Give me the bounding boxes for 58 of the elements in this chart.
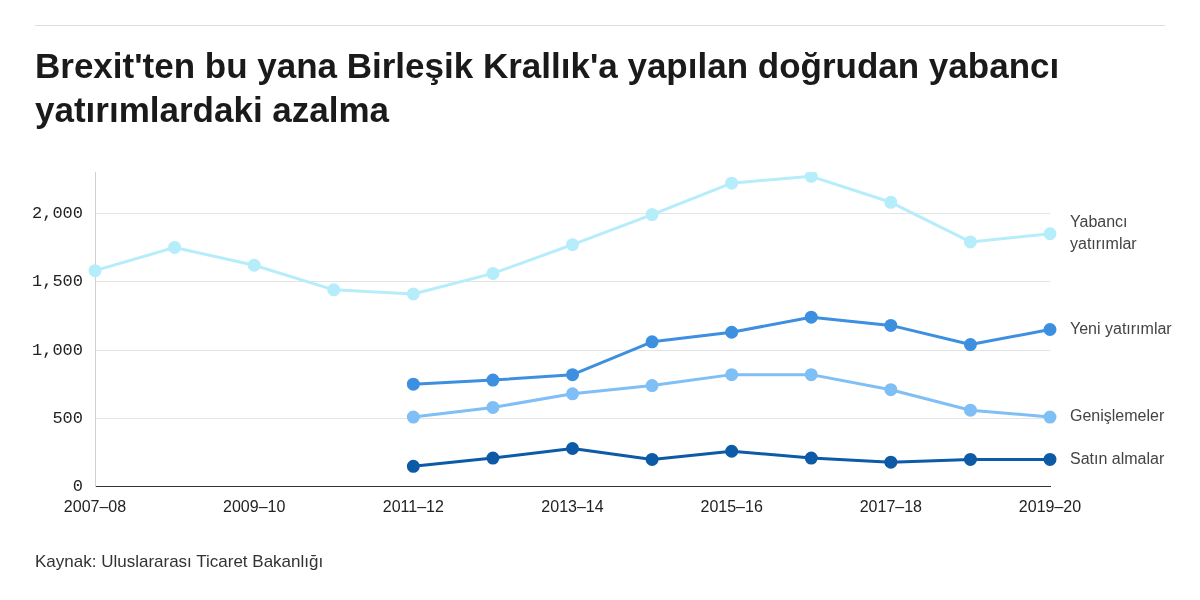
point (486, 266, 500, 280)
point (884, 195, 898, 209)
x-tick-label: 2009–10 (223, 497, 286, 515)
point (645, 379, 659, 393)
point (486, 451, 500, 465)
point (963, 338, 977, 352)
series-label: Yabancı yatırımlar (1070, 213, 1138, 253)
point (963, 235, 977, 249)
point (486, 400, 500, 414)
point (804, 310, 818, 324)
y-tick-label: 0 (72, 477, 84, 497)
point (645, 335, 659, 349)
y-tick-label: 2,000 (31, 203, 84, 223)
series-label: Genişlemeler (1070, 407, 1165, 425)
point (645, 452, 659, 466)
point (168, 240, 182, 254)
point (645, 208, 659, 222)
point (327, 283, 341, 297)
chart-title: Brexit'ten bu yana Birleşik Krallık'a yapılan doğrudan yabancı yatırımlardaki azalma (35, 45, 1061, 131)
point (566, 238, 579, 252)
point (406, 377, 420, 391)
y-tick-label: 1,500 (31, 272, 84, 292)
series-label: Yeni yatırımlar (1070, 319, 1173, 337)
x-tick-label: 2011–12 (382, 497, 444, 515)
x-tick-label: 2015–16 (700, 497, 763, 515)
point (804, 368, 818, 382)
point (1043, 452, 1057, 466)
y-tick-label: 1,000 (31, 340, 84, 360)
point (963, 403, 977, 417)
point (884, 455, 898, 469)
text: Kaynak: Uluslararası Ticaret Bakanlığı (35, 552, 324, 572)
point (725, 368, 739, 382)
x-tick-label: 2013–14 (541, 497, 604, 515)
point (566, 442, 579, 455)
point (725, 444, 739, 458)
point (406, 410, 420, 424)
point (88, 264, 102, 278)
point (963, 452, 977, 466)
point (566, 387, 579, 401)
point (1043, 410, 1057, 424)
point (566, 368, 579, 382)
point (406, 459, 420, 473)
x-tick-label: 2017–18 (859, 497, 923, 515)
series-label: Satın almalar (1070, 449, 1165, 467)
point (804, 451, 818, 465)
point (1043, 227, 1057, 241)
point (884, 383, 898, 397)
point (247, 258, 261, 272)
point (1043, 323, 1057, 336)
y-tick-label: 500 (52, 408, 84, 428)
point (486, 373, 500, 387)
point (406, 287, 420, 301)
point (725, 176, 739, 190)
point (725, 325, 739, 339)
point (884, 318, 898, 332)
x-tick-label: 2019–20 (1018, 497, 1082, 515)
x-tick-label: 2007–08 (63, 497, 127, 515)
point (804, 172, 818, 183)
